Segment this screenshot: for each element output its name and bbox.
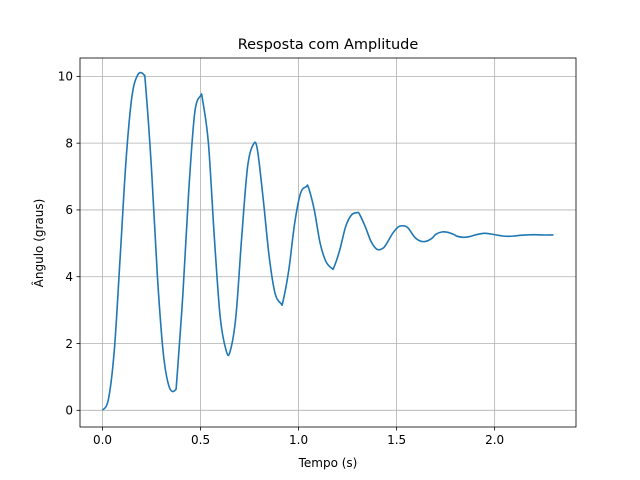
y-tick-label: 6	[65, 203, 73, 217]
x-tick-label: 0.0	[93, 433, 112, 447]
y-axis-label: Ângulo (graus)	[31, 199, 46, 288]
x-tick-label: 0.5	[191, 433, 210, 447]
plot-frame	[79, 57, 577, 428]
grid	[80, 58, 576, 427]
y-axis: 0 2 4 6 8 10	[58, 70, 80, 418]
x-axis-label: Tempo (s)	[298, 456, 358, 470]
x-tick-label: 1.5	[387, 433, 406, 447]
y-tick-label: 0	[65, 404, 73, 418]
x-tick-label: 2.0	[485, 433, 504, 447]
chart-title: Resposta com Amplitude	[238, 37, 419, 53]
y-tick-label: 2	[65, 337, 73, 351]
series-line	[101, 71, 554, 411]
plot-border	[79, 57, 577, 428]
x-tick-label: 1.0	[289, 433, 308, 447]
series-layer	[101, 71, 554, 411]
x-axis: 0.0 0.5 1.0 1.5 2.0	[93, 427, 504, 447]
y-tick-label: 10	[58, 70, 73, 84]
y-tick-label: 8	[65, 136, 73, 150]
y-tick-label: 4	[65, 270, 73, 284]
